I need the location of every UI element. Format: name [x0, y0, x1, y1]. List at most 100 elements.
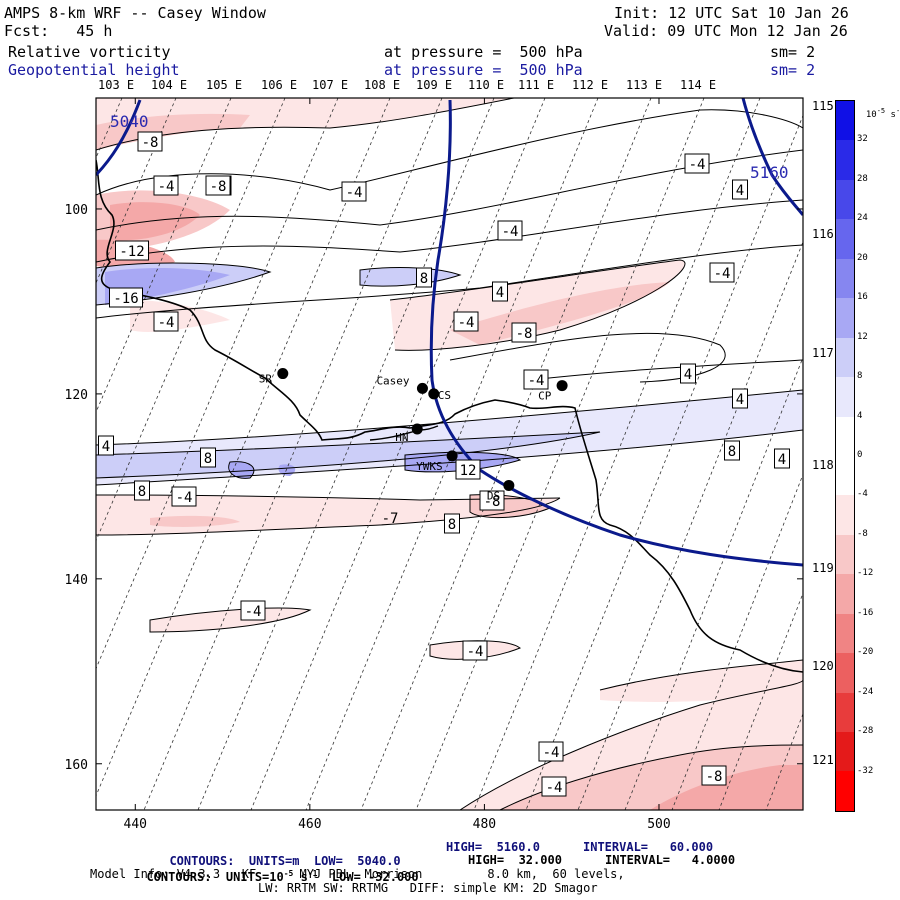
longitude-top-label: 114 E	[680, 78, 717, 92]
colorbar-level: -28	[857, 726, 874, 737]
valid-time: Valid: 09 UTC Mon 12 Jan 26	[604, 22, 848, 40]
vorticity-label: 8	[420, 271, 428, 287]
station-label: YWKS	[416, 460, 443, 473]
vorticity-label-box	[453, 311, 479, 332]
vorticity-label-box	[732, 388, 748, 409]
colorbar-swatch	[836, 534, 854, 575]
vorticity-label: -8	[516, 326, 533, 342]
x-tick-label: 460	[298, 817, 321, 832]
colorbar-level: 0	[857, 450, 863, 460]
longitude-top-label: 103 E	[98, 78, 135, 92]
colorbar-level: 16	[857, 292, 868, 303]
vorticity-label-box	[109, 287, 143, 308]
vorticity-label-box	[511, 322, 537, 343]
colorbar-level: 28	[857, 173, 868, 184]
station-marker	[446, 450, 458, 462]
colorbar-level: 8	[857, 371, 863, 382]
longitude-top-label: 106 E	[261, 78, 298, 92]
vorticity-label: -4	[458, 315, 475, 331]
colorbar-level: -32	[857, 765, 874, 776]
vorticity-label: -16	[113, 291, 138, 307]
y-tick-label: 160	[65, 758, 88, 773]
station-label: CS	[438, 389, 451, 402]
field2-smoothing: sm= 2	[770, 61, 816, 79]
longitude-grid-line	[525, 114, 803, 810]
vorticity-label-box	[538, 741, 564, 762]
vorticity-label-box	[205, 175, 231, 196]
station-label: Casey	[376, 374, 409, 387]
station-marker	[416, 382, 428, 394]
longitude-grid-line	[624, 356, 803, 810]
longitude-top-label: 109 E	[416, 78, 453, 92]
vorticity-label: -8	[142, 135, 159, 151]
vorticity-label: -4	[528, 373, 545, 389]
colorbar-level: -8	[857, 528, 868, 539]
colorbar-swatch	[836, 179, 854, 220]
colorbar-swatch	[836, 140, 854, 180]
colorbar-swatch	[836, 495, 854, 535]
vorticity-label-box	[462, 640, 488, 661]
y-tick-label: 120	[65, 388, 88, 403]
vorticity-label: -7	[382, 511, 399, 527]
colorbar-swatch	[836, 613, 854, 654]
model-physics: LW: RRTM SW: RRTMG DIFF: simple KM: 2D S…	[258, 881, 598, 895]
vorticity-label-box	[134, 480, 150, 501]
colorbar-level: -24	[857, 686, 874, 697]
station-marker	[411, 423, 423, 435]
vorticity-label-box	[497, 220, 523, 241]
colorbar-swatch	[836, 101, 854, 141]
vorticity-label: -8	[484, 494, 501, 510]
longitude-grid-line	[415, 98, 705, 810]
colorbar	[835, 100, 855, 812]
colorbar-swatch	[836, 258, 854, 299]
station-label: HN	[395, 431, 408, 444]
height-contour-high: HIGH= 5160.0	[446, 840, 540, 854]
vorticity-label-box	[684, 153, 710, 174]
vorticity-label: 8	[448, 517, 456, 533]
colorbar-level: 32	[857, 134, 868, 145]
vorticity-shading	[96, 98, 803, 810]
vorticity-label-box	[153, 311, 179, 332]
y-axis: 100 120 140 160	[65, 203, 803, 773]
longitude-top-label: 107 E	[312, 78, 349, 92]
vorticity-label: -12	[119, 244, 144, 260]
vorticity-label-box	[416, 267, 432, 288]
vorticity-label: 4	[102, 439, 110, 455]
init-time: Init: 12 UTC Sat 10 Jan 26	[614, 4, 849, 22]
colorbar-level: 24	[857, 213, 868, 224]
vorticity-label: 4	[736, 183, 744, 199]
longitude-grid-line	[360, 98, 652, 810]
vorticity-contour-high: HIGH= 32.000	[468, 853, 562, 867]
colorbar-swatch	[836, 337, 854, 378]
vorticity-label: 4	[684, 367, 692, 383]
y-tick-label: 140	[65, 573, 88, 588]
colorbar-level: -12	[857, 568, 874, 579]
vorticity-label: 4	[778, 452, 786, 468]
vorticity-labels: -8 -4 -8 -4 -12 -16 -4 -4 -4 -4 4 8 4 -4 -8 -4 4 4 8 4 8 4 8 12…	[98, 131, 790, 797]
vorticity-label-box	[115, 240, 149, 261]
longitude-top-label: 105 E	[206, 78, 243, 92]
vorticity-label: 8	[728, 444, 736, 460]
colorbar-swatch	[836, 219, 854, 259]
vorticity-label-box	[724, 440, 740, 461]
x-tick-label: 500	[647, 817, 670, 832]
longitude-top-label: 112 E	[572, 78, 609, 92]
colorbar-level: -20	[857, 647, 874, 658]
vorticity-label-box	[541, 776, 567, 797]
longitude-top-label: 113 E	[626, 78, 663, 92]
longitude-top-label: 108 E	[364, 78, 401, 92]
station-label: SR	[259, 373, 273, 386]
model-info: Model Info: V4.3.3 KF MYJ PBL Morrison 8…	[90, 867, 625, 881]
vorticity-label: -4	[543, 745, 560, 761]
longitude-top-label: 104 E	[151, 78, 188, 92]
station-marker	[503, 479, 515, 491]
y-tick-label: 100	[65, 203, 88, 218]
longitude-grid-lines	[96, 98, 803, 810]
model-title: AMPS 8-km WRF -- Casey Window	[4, 4, 266, 22]
vorticity-label: -4	[502, 224, 519, 240]
field2-name: Geopotential height	[8, 61, 180, 79]
vorticity-label: -4	[346, 185, 363, 201]
height-contour-info: CONTOURS: UNITS=m LOW= 5040.0	[169, 854, 401, 868]
vorticity-label-box	[709, 262, 735, 283]
